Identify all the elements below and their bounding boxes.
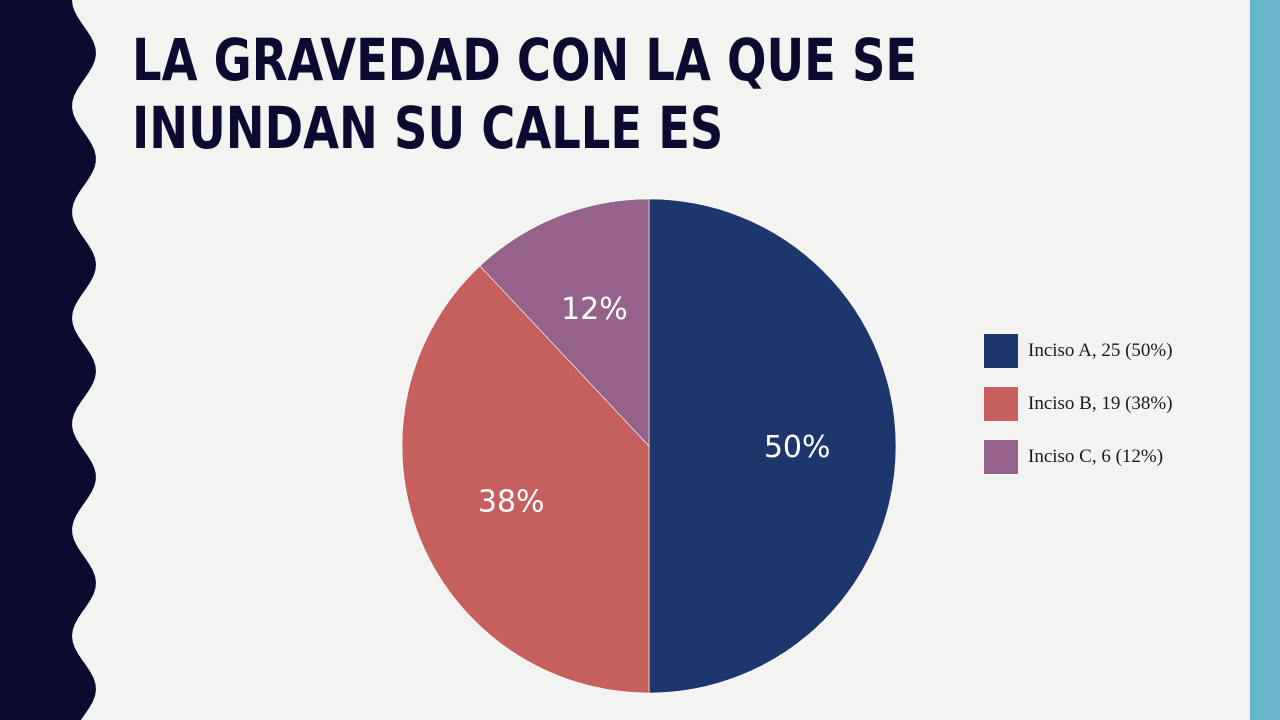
legend-label: Inciso A, 25 (50%) [1028, 340, 1173, 361]
decorative-left-wave-band [0, 0, 96, 720]
decorative-right-band [1250, 0, 1280, 720]
slide-title: LA GRAVEDAD CON LA QUE SE INUNDAN SU CAL… [132, 26, 918, 162]
legend-item-1: Inciso A, 25 (50%) [984, 333, 1173, 369]
pie-slices [401, 198, 897, 694]
pie-slice-2 [401, 265, 650, 694]
legend-swatch [984, 440, 1018, 474]
legend-item-2: Inciso B, 19 (38%) [984, 386, 1173, 422]
legend-label: Inciso C, 6 (12%) [1028, 446, 1164, 467]
pie-slice-label-1: 50% [764, 430, 831, 465]
pie-slice-1 [648, 198, 897, 694]
pie-slice-label-2: 38% [478, 485, 545, 520]
legend-swatch [984, 387, 1018, 421]
pie-slice-3 [479, 198, 650, 447]
legend-label: Inciso B, 19 (38%) [1028, 393, 1173, 414]
wave-shape [0, 0, 96, 720]
legend-item-3: Inciso C, 6 (12%) [984, 439, 1173, 475]
chart-legend: Inciso A, 25 (50%) Inciso B, 19 (38%) Inci… [984, 333, 1173, 492]
pie-slice-labels: 50% 38% 12% [478, 292, 831, 519]
pie-slice-label-3: 12% [561, 292, 628, 327]
legend-swatch [984, 334, 1018, 368]
